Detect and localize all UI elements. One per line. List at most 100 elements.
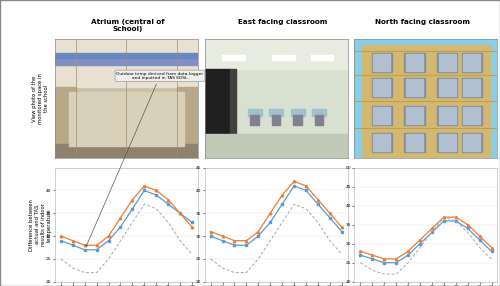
Bar <box>438 133 458 152</box>
OAT <box>58 257 64 261</box>
OAT <box>417 246 423 249</box>
OAT <box>82 271 87 274</box>
A_NFC <box>488 250 494 253</box>
OAT <box>220 266 226 270</box>
Bar <box>406 79 423 96</box>
Text: Outdoor temp derived from data-logger
and inputted in TAS EDSL: Outdoor temp derived from data-logger an… <box>86 72 204 247</box>
OAT <box>94 271 100 274</box>
Bar <box>373 54 390 71</box>
OAT <box>177 239 183 242</box>
Line: TAS_CCY: TAS_CCY <box>60 185 194 247</box>
TAS_SFC <box>244 239 250 242</box>
Bar <box>463 134 480 151</box>
Bar <box>372 53 392 72</box>
OAT <box>291 202 297 206</box>
TAS_NFC <box>381 257 387 261</box>
Bar <box>462 106 482 125</box>
Bar <box>55 53 198 58</box>
TAS_SFC <box>303 184 309 188</box>
A_SFC <box>279 202 285 206</box>
TAS_SFC <box>208 230 214 233</box>
TAS_SFC <box>256 230 262 233</box>
Bar <box>230 69 236 134</box>
Line: TAS_SFC: TAS_SFC <box>210 180 343 242</box>
OAT <box>429 231 435 234</box>
A_SFC <box>220 239 226 242</box>
TAS_CCY <box>165 198 171 201</box>
TAS_CCY <box>106 235 112 238</box>
TAS_NFC <box>464 223 470 227</box>
TAS_NFC <box>405 250 411 253</box>
Bar <box>439 134 456 151</box>
Bar <box>372 133 392 152</box>
TAS_SFC <box>327 212 333 215</box>
TAS_SFC <box>339 225 345 229</box>
OAT <box>405 261 411 265</box>
Bar <box>373 107 390 124</box>
Bar <box>222 55 244 60</box>
A_NFC <box>358 253 364 257</box>
TAS_CCY <box>154 189 160 192</box>
Line: OAT: OAT <box>210 204 342 273</box>
A_CCY <box>142 189 148 192</box>
Bar <box>438 53 458 72</box>
Bar <box>406 107 423 124</box>
Bar <box>294 115 302 125</box>
Bar <box>204 69 231 134</box>
Bar <box>248 109 262 116</box>
A_SFC <box>339 230 345 233</box>
Bar <box>55 144 198 158</box>
A_NFC <box>476 238 482 242</box>
Bar <box>272 55 295 60</box>
A_CCY <box>94 248 100 251</box>
Bar <box>55 39 198 86</box>
A_SFC <box>232 243 237 247</box>
Bar <box>462 78 482 97</box>
TAS_SFC <box>232 239 237 242</box>
Line: OAT: OAT <box>360 217 492 274</box>
TAS_NFC <box>488 246 494 249</box>
A_NFC <box>453 219 459 223</box>
OAT <box>303 207 309 210</box>
Bar <box>462 133 482 152</box>
Bar <box>404 53 424 72</box>
Line: OAT: OAT <box>61 204 192 273</box>
Text: East facing classroom: East facing classroom <box>238 19 327 25</box>
Bar <box>176 86 198 158</box>
A_NFC <box>381 261 387 265</box>
Bar <box>250 115 259 125</box>
A_SFC <box>244 243 250 247</box>
Bar <box>463 54 480 71</box>
A_CCY <box>189 221 195 224</box>
Bar <box>463 107 480 124</box>
Bar <box>69 92 184 146</box>
Bar <box>404 106 424 125</box>
Bar <box>404 78 424 97</box>
A_CCY <box>70 243 76 247</box>
OAT <box>189 253 195 256</box>
TAS_SFC <box>291 180 297 183</box>
OAT <box>279 221 285 224</box>
TAS_CCY <box>118 216 124 220</box>
TAS_NFC <box>441 215 447 219</box>
Bar <box>55 86 76 158</box>
TAS_NFC <box>453 215 459 219</box>
A_CCY <box>177 212 183 215</box>
TAS_CCY <box>189 225 195 229</box>
OAT <box>142 202 148 206</box>
Bar <box>462 53 482 72</box>
OAT <box>267 239 273 242</box>
TAS_CCY <box>142 184 148 188</box>
Text: North facing classroom: North facing classroom <box>375 19 470 25</box>
A_SFC <box>291 184 297 188</box>
Text: View photo of the
monitored space in
the school: View photo of the monitored space in the… <box>32 73 48 124</box>
A_CCY <box>118 225 124 229</box>
TAS_NFC <box>476 235 482 238</box>
TAS_CCY <box>70 239 76 242</box>
A_SFC <box>315 202 321 206</box>
Line: A_NFC: A_NFC <box>359 220 493 264</box>
A_NFC <box>370 257 376 261</box>
Bar <box>312 109 326 116</box>
OAT <box>370 269 376 272</box>
OAT <box>70 266 76 270</box>
